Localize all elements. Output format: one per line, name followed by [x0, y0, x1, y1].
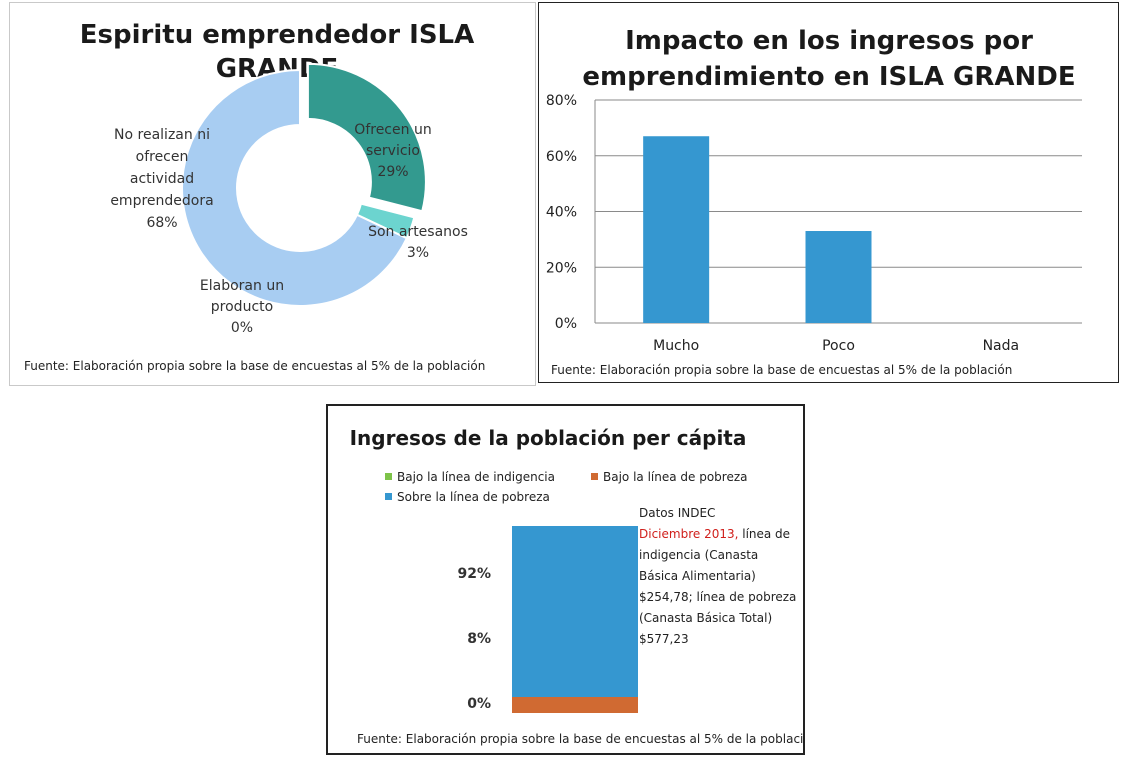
bar-chart: Impacto en los ingresos por emprendimien…	[546, 26, 1082, 377]
label-artesanos-l2: 3%	[407, 245, 429, 261]
label-no-realizan-l3: actividad	[130, 171, 194, 187]
y-tick-label: 80%	[546, 93, 577, 109]
legend-swatch	[591, 473, 598, 480]
bar-poco	[805, 231, 872, 323]
label-no-realizan-l2: ofrecen	[136, 149, 189, 165]
legend-swatch	[385, 493, 392, 500]
label-artesanos: Son artesanos 3%	[368, 224, 468, 261]
legend-label: Bajo la línea de pobreza	[603, 470, 748, 484]
panel-espiritu-emprendedor: Espiritu emprendedor ISLA GRANDE Ofrecen…	[9, 2, 536, 386]
panel-impacto-ingresos: Impacto en los ingresos por emprendimien…	[538, 2, 1119, 383]
label-servicio-l1: Ofrecen un	[354, 122, 431, 138]
label-no-realizan: No realizan ni ofrecen actividad emprend…	[110, 127, 213, 231]
label-no-realizan-l4: emprendedora	[110, 193, 213, 209]
label-servicio-l2: servicio	[366, 143, 420, 159]
x-category-label: Mucho	[653, 338, 699, 354]
chart3-title: Ingresos de la población per cápita	[350, 426, 747, 450]
indec-note-line1: Datos INDEC	[639, 506, 716, 520]
donut-chart: Espiritu emprendedor ISLA GRANDE Ofrecen…	[24, 20, 485, 373]
legend-label: Bajo la línea de indigencia	[397, 470, 555, 484]
chart2-title-line1: Impacto en los ingresos por	[625, 26, 1033, 56]
indec-note-date: Diciembre 2013,	[639, 527, 739, 541]
chart1-source: Fuente: Elaboración propia sobre la base…	[24, 359, 485, 373]
donut-slice-3	[181, 68, 409, 307]
label-servicio: Ofrecen un servicio 29%	[354, 122, 431, 180]
chart3-source: Fuente: Elaboración propia sobre la base…	[357, 732, 803, 746]
indec-note-text: línea de indigencia (Canasta Básica Alim…	[639, 527, 797, 646]
chart1-title-line1: Espiritu emprendedor ISLA	[80, 20, 474, 50]
label-artesanos-l1: Son artesanos	[368, 224, 468, 240]
bar-mucho	[643, 136, 710, 323]
label-producto-l1: Elaboran un	[200, 278, 284, 294]
legend-label: Sobre la línea de pobreza	[397, 490, 550, 504]
label-producto-l3: 0%	[231, 320, 253, 336]
y-tick-label: 20%	[546, 260, 577, 276]
chart2-title-line2: emprendimiento en ISLA GRANDE	[582, 62, 1075, 92]
chart2-source: Fuente: Elaboración propia sobre la base…	[551, 363, 1012, 377]
x-category-label: Poco	[822, 338, 855, 354]
stack-value-label: 92%	[457, 566, 491, 582]
label-producto-l2: producto	[211, 299, 273, 315]
legend-swatch	[385, 473, 392, 480]
stack-segment-2	[512, 526, 638, 697]
label-no-realizan-l1: No realizan ni	[114, 127, 210, 143]
stack-value-label: 8%	[467, 631, 491, 647]
stack-segment-1	[512, 697, 638, 713]
stack-value-label: 0%	[467, 696, 491, 712]
y-tick-label: 0%	[555, 316, 577, 332]
y-tick-label: 60%	[546, 149, 577, 165]
stacked-bar-chart: Ingresos de la población per cápita Bajo…	[350, 426, 803, 746]
label-no-realizan-l5: 68%	[146, 215, 177, 231]
indec-note: Datos INDEC Diciembre 2013, línea de ind…	[639, 503, 799, 650]
panel-ingresos-per-capita: Ingresos de la población per cápita Bajo…	[326, 404, 805, 755]
label-servicio-l3: 29%	[377, 164, 408, 180]
label-producto: Elaboran un producto 0%	[200, 278, 284, 336]
y-tick-label: 40%	[546, 205, 577, 221]
donut-slice-0	[306, 62, 427, 213]
x-category-label: Nada	[983, 338, 1020, 354]
